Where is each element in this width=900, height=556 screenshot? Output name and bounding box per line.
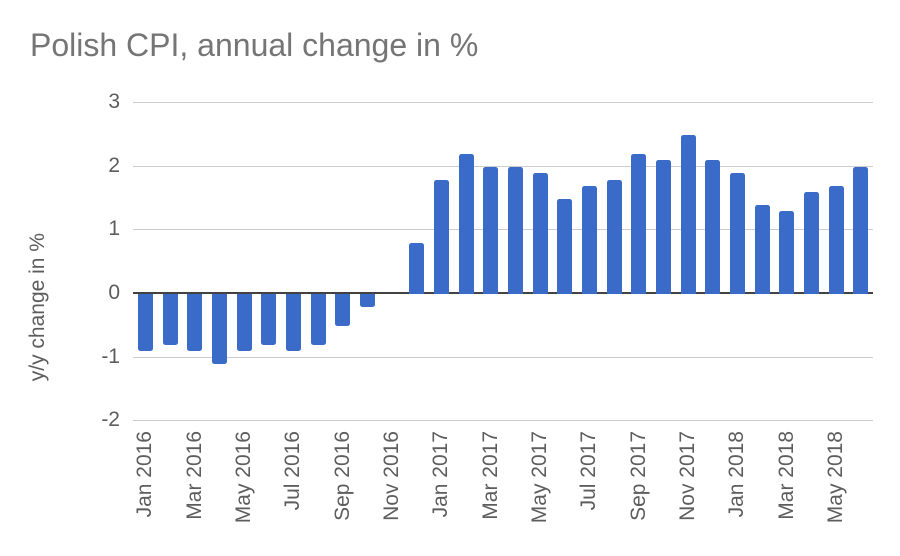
bar[interactable]: [829, 186, 844, 294]
bar[interactable]: [360, 294, 375, 307]
bar[interactable]: [483, 167, 498, 294]
bar[interactable]: [533, 173, 548, 294]
chart-title: Polish CPI, annual change in %: [30, 27, 479, 63]
x-tick-label: Sep 2016: [331, 431, 354, 521]
x-tick-label: Jan 2017: [429, 431, 452, 518]
bar[interactable]: [730, 173, 745, 294]
bar[interactable]: [853, 167, 868, 294]
bar[interactable]: [656, 160, 671, 294]
bar[interactable]: [434, 180, 449, 294]
bar[interactable]: [138, 294, 153, 351]
bar[interactable]: [335, 294, 350, 326]
x-tick-label: Mar 2017: [479, 431, 502, 520]
zero-line: [133, 292, 873, 294]
bar[interactable]: [705, 160, 720, 294]
bar[interactable]: [459, 154, 474, 294]
y-axis-title: y/y change in %: [26, 233, 49, 382]
bar[interactable]: [755, 205, 770, 294]
y-tick-label: -1: [101, 345, 120, 368]
y-tick-label: 2: [108, 154, 120, 177]
x-tick-label: Mar 2016: [183, 431, 206, 520]
gridline: [133, 420, 873, 421]
gridline: [133, 166, 873, 167]
y-tick-label: 1: [108, 217, 120, 240]
bar[interactable]: [607, 180, 622, 294]
y-tick-label: 0: [108, 281, 120, 304]
y-tick-label: 3: [108, 90, 120, 113]
bar[interactable]: [804, 192, 819, 294]
x-tick-label: May 2018: [824, 431, 847, 524]
bar[interactable]: [409, 243, 424, 294]
gridline: [133, 102, 873, 103]
bar[interactable]: [212, 294, 227, 364]
bar[interactable]: [237, 294, 252, 351]
bar[interactable]: [261, 294, 276, 345]
bar[interactable]: [311, 294, 326, 345]
x-tick-label: Jan 2018: [725, 431, 748, 518]
bar[interactable]: [286, 294, 301, 351]
x-tick-label: Jul 2017: [577, 431, 600, 511]
x-tick-label: Jul 2016: [281, 431, 304, 511]
x-tick-label: Mar 2018: [775, 431, 798, 520]
bar[interactable]: [557, 199, 572, 294]
gridline: [133, 357, 873, 358]
y-tick-label: -2: [101, 408, 120, 431]
bar[interactable]: [187, 294, 202, 351]
x-tick-label: May 2017: [528, 431, 551, 524]
bar[interactable]: [631, 154, 646, 294]
bar[interactable]: [779, 211, 794, 294]
bar[interactable]: [582, 186, 597, 294]
bar[interactable]: [163, 294, 178, 345]
x-tick-label: Nov 2017: [676, 431, 699, 521]
gridline: [133, 229, 873, 230]
x-tick-label: Sep 2017: [627, 431, 650, 521]
x-tick-label: Nov 2016: [380, 431, 403, 521]
bar[interactable]: [681, 135, 696, 294]
x-tick-label: May 2016: [232, 431, 255, 524]
x-tick-label: Jan 2016: [133, 431, 156, 518]
bar[interactable]: [508, 167, 523, 294]
